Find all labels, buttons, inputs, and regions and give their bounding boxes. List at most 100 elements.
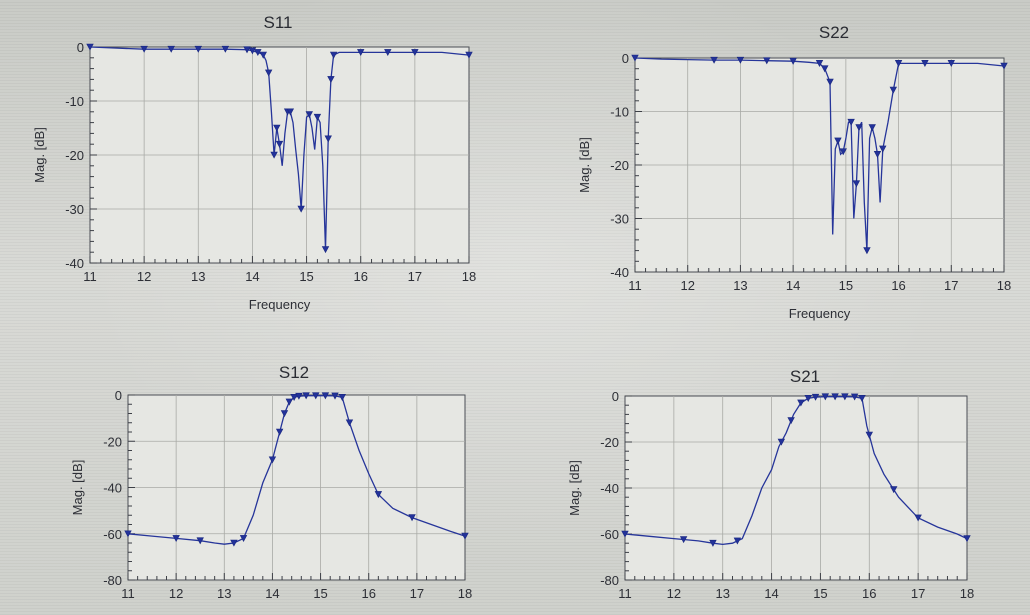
s12-data-point bbox=[280, 410, 289, 418]
s22-data-point bbox=[947, 60, 955, 67]
s12-data-point bbox=[302, 392, 310, 400]
s22-data-point bbox=[815, 60, 824, 67]
s11-title: S11 bbox=[264, 13, 293, 32]
s12-data-point bbox=[268, 456, 277, 464]
s21-y-tick-label: -60 bbox=[600, 527, 619, 542]
s21-data-point bbox=[777, 438, 786, 446]
s12-x-tick-label: 11 bbox=[121, 586, 135, 601]
s22-x-tick-label: 12 bbox=[680, 278, 694, 293]
s11-x-tick-label: 15 bbox=[299, 269, 313, 284]
s22-data-point bbox=[763, 57, 771, 65]
s21-y-tick-label: -80 bbox=[600, 573, 619, 588]
s21-data-point bbox=[821, 393, 830, 401]
s11-data-point bbox=[324, 135, 332, 143]
s21-data-point bbox=[709, 539, 717, 547]
s21-data-point bbox=[865, 431, 873, 439]
s22-y-axis-title: Mag. [dB] bbox=[577, 137, 592, 193]
s11-data-point bbox=[321, 246, 330, 254]
s22-x-tick-label: 14 bbox=[786, 278, 800, 293]
s11-x-tick-label: 18 bbox=[462, 269, 476, 284]
s22-y-tick-label: -30 bbox=[610, 212, 629, 227]
s12-data-point bbox=[172, 535, 180, 543]
s22-data-point bbox=[789, 57, 797, 65]
s22-data-point bbox=[847, 118, 855, 126]
s12-data-point bbox=[345, 419, 354, 427]
s22-chart: 11 12 13 14 15 16 17 18 0 -10 -20 -30 -40 S22 Frequenc… bbox=[577, 23, 1011, 321]
s22-data-point bbox=[1000, 62, 1008, 70]
s22-y-tick-label: 0 bbox=[622, 51, 629, 66]
s22-x-tick-label: 13 bbox=[733, 278, 747, 293]
s21-title: S21 bbox=[790, 367, 820, 386]
s12-y-axis-title: Mag. [dB] bbox=[70, 460, 85, 516]
s11-data-point bbox=[329, 51, 338, 59]
s12-data-point bbox=[196, 537, 204, 545]
s22-data-point bbox=[826, 78, 834, 86]
s11-data-point bbox=[313, 113, 322, 121]
s22-trace-line bbox=[634, 57, 1005, 251]
s22-x-tick-label: 15 bbox=[839, 278, 853, 293]
s22-x-tick-label: 16 bbox=[891, 278, 905, 293]
s12-y-tick-label: -60 bbox=[103, 527, 122, 542]
s22-x-tick-label: 18 bbox=[997, 278, 1011, 293]
s12-data-point bbox=[331, 392, 339, 400]
s12-x-tick-label: 18 bbox=[458, 586, 472, 601]
s11-data-point bbox=[194, 45, 202, 53]
s12-data-point bbox=[295, 392, 303, 400]
s21-data-point bbox=[831, 393, 839, 401]
s11-x-tick-label: 12 bbox=[137, 269, 151, 284]
s21-data-point bbox=[621, 530, 629, 538]
s12-data-point bbox=[275, 428, 284, 436]
s22-y-tick-label: -10 bbox=[610, 105, 629, 120]
s12-data-point bbox=[230, 539, 238, 547]
s11-y-tick-label: -20 bbox=[65, 148, 84, 163]
s12-chart: 11 12 13 14 15 16 17 18 0 -20 -40 -60 -80 S12 Mag. [dB… bbox=[70, 363, 472, 601]
s21-data-point bbox=[841, 393, 849, 401]
s11-x-tick-label: 13 bbox=[191, 269, 205, 284]
s21-y-axis-title: Mag. [dB] bbox=[567, 460, 582, 516]
s21-y-tick-label: -20 bbox=[600, 435, 619, 450]
s11-data-point bbox=[411, 49, 419, 57]
s11-data-point bbox=[259, 51, 267, 59]
s11-y-axis-title: Mag. [dB] bbox=[32, 127, 47, 183]
s11-y-tick-label: -40 bbox=[65, 256, 84, 271]
s21-data-point bbox=[858, 394, 866, 402]
s22-data-point bbox=[873, 151, 882, 158]
s12-data-point bbox=[461, 532, 469, 540]
s22-data-point bbox=[879, 145, 887, 153]
s12-y-tick-label: -20 bbox=[103, 434, 122, 449]
s12-data-point bbox=[321, 392, 330, 400]
s11-data-point bbox=[275, 140, 284, 148]
s22-data-point bbox=[852, 180, 861, 188]
s22-data-point bbox=[736, 56, 745, 64]
s11-data-point bbox=[221, 45, 230, 53]
s22-data-point bbox=[834, 137, 842, 145]
s22-data-point bbox=[868, 124, 876, 132]
s21-x-tick-label: 16 bbox=[862, 586, 876, 601]
s21-x-tick-label: 12 bbox=[667, 586, 681, 601]
s11-data-point bbox=[270, 151, 278, 159]
s22-y-tick-label: -20 bbox=[610, 158, 629, 173]
s21-x-tick-label: 15 bbox=[813, 586, 827, 601]
s12-x-tick-label: 14 bbox=[265, 586, 279, 601]
s22-data-point bbox=[855, 124, 863, 132]
s21-chart: 11 12 13 14 15 16 17 18 0 -20 -40 -60 -80 S21 Mag. [dB… bbox=[567, 367, 974, 601]
s11-data-point bbox=[327, 76, 335, 84]
s21-data-point bbox=[787, 417, 795, 425]
s12-data-point bbox=[312, 392, 320, 400]
s12-x-tick-label: 17 bbox=[410, 586, 424, 601]
s12-data-point bbox=[285, 398, 293, 406]
s21-x-tick-label: 17 bbox=[911, 586, 925, 601]
s11-data-point bbox=[384, 49, 392, 57]
s21-y-tick-label: 0 bbox=[612, 389, 619, 404]
s21-x-tick-label: 11 bbox=[618, 586, 632, 601]
s21-trace-line bbox=[624, 396, 968, 546]
s11-data-point bbox=[273, 124, 281, 132]
s11-data-point bbox=[254, 49, 262, 57]
s12-data-point bbox=[338, 394, 346, 401]
s22-data-point bbox=[839, 148, 847, 156]
s11-data-point bbox=[286, 108, 295, 116]
s11-data-point bbox=[264, 69, 273, 77]
s11-data-point bbox=[305, 111, 313, 119]
s11-data-point bbox=[465, 51, 473, 59]
